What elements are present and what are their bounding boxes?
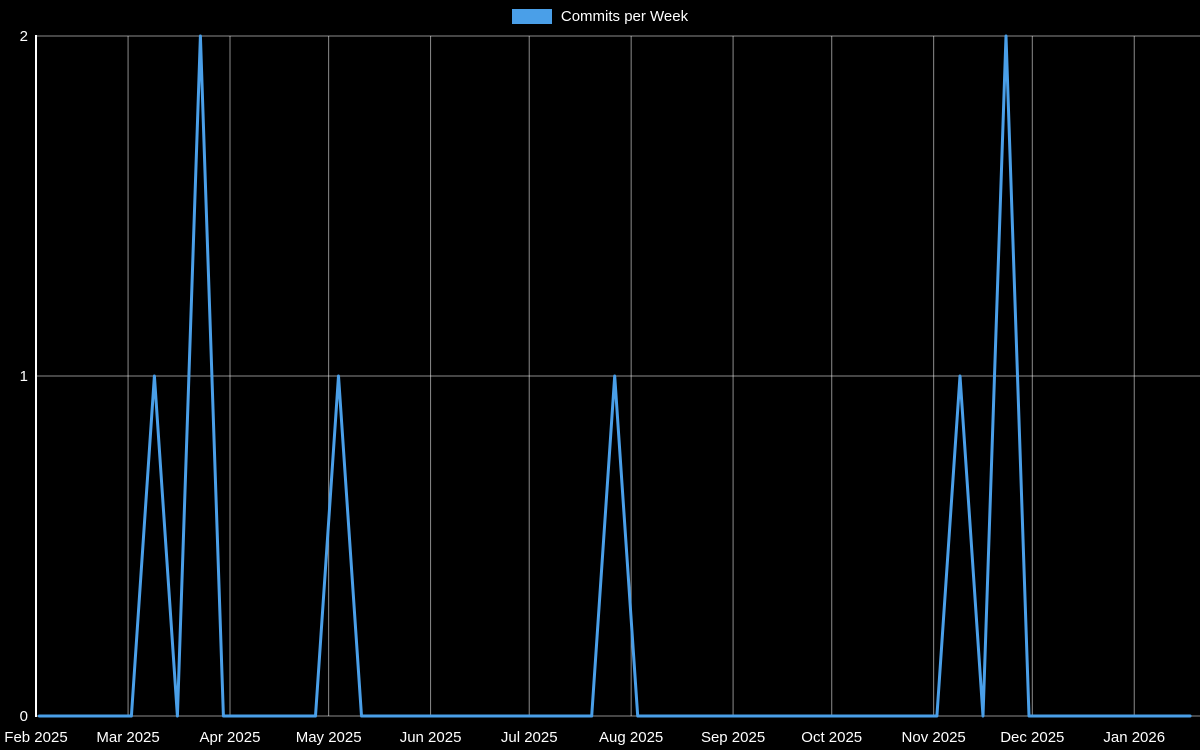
x-axis-tick-label: Apr 2025 xyxy=(200,729,261,746)
x-axis-tick-label: Jul 2025 xyxy=(501,729,558,746)
x-axis-tick-label: Sep 2025 xyxy=(701,729,765,746)
chart-legend-item[interactable]: Commits per Week xyxy=(0,9,1200,24)
commits-line xyxy=(37,34,1192,718)
legend-swatch xyxy=(511,9,552,24)
y-axis-tick-label: 1 xyxy=(20,368,28,385)
x-axis-tick-label: Feb 2025 xyxy=(4,729,67,746)
x-axis-tick-label: Aug 2025 xyxy=(599,729,663,746)
x-axis-tick-label: Mar 2025 xyxy=(96,729,159,746)
legend-label: Commits per Week xyxy=(560,8,689,25)
x-axis-tick-label: Jan 2026 xyxy=(1103,729,1165,746)
x-axis-tick-label: Jun 2025 xyxy=(400,729,462,746)
x-axis-tick-label: Oct 2025 xyxy=(801,729,862,746)
y-axis-tick-label: 2 xyxy=(20,28,28,45)
x-axis-tick-label: Dec 2025 xyxy=(1000,729,1064,746)
x-axis-tick-label: May 2025 xyxy=(296,729,362,746)
y-axis-tick-label: 0 xyxy=(20,708,28,725)
x-axis-tick-label: Nov 2025 xyxy=(902,729,966,746)
